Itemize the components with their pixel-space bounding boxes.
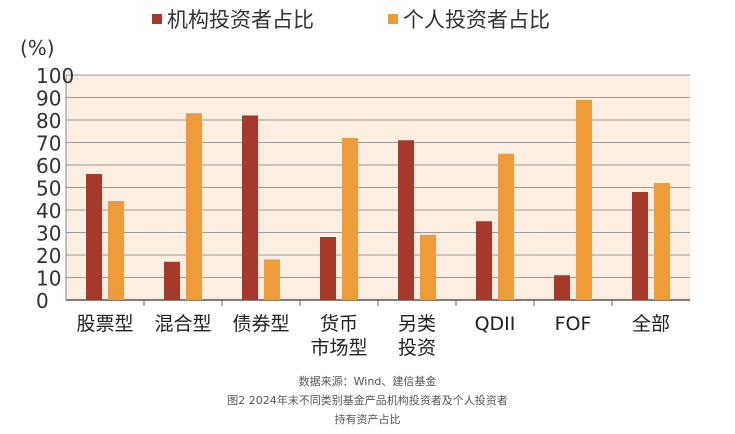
bar-individual bbox=[186, 113, 202, 300]
y-tick-label: 20 bbox=[36, 244, 61, 268]
x-tick-label: QDII bbox=[475, 313, 516, 335]
legend-swatch bbox=[152, 14, 162, 24]
y-tick-label: 100 bbox=[36, 64, 74, 88]
x-tick-label: 全部 bbox=[632, 313, 670, 335]
bars bbox=[86, 99, 670, 300]
y-tick-label: 80 bbox=[36, 109, 61, 133]
x-tick-label: 股票型 bbox=[76, 313, 133, 335]
bar-institutional bbox=[476, 221, 492, 300]
legend-label: 机构投资者占比 bbox=[167, 8, 314, 32]
x-tick-label: FOF bbox=[555, 313, 592, 335]
grid bbox=[65, 74, 690, 301]
source-note: 数据来源：Wind、建信基金 bbox=[298, 375, 437, 388]
bar-individual bbox=[498, 153, 514, 300]
bar-individual bbox=[420, 234, 436, 300]
bar-individual bbox=[264, 259, 280, 300]
figure-title: 图2 2024年末不同类别基金产品机构投资者及个人投资者 bbox=[227, 394, 508, 407]
legend-label: 个人投资者占比 bbox=[403, 8, 550, 32]
y-tick-label: 60 bbox=[36, 154, 61, 178]
x-tick-label: 另类 bbox=[398, 313, 436, 335]
y-tick-label: 70 bbox=[36, 132, 61, 156]
bar-institutional bbox=[86, 174, 102, 300]
x-tick-label: 市场型 bbox=[310, 337, 367, 359]
y-tick-label: 10 bbox=[36, 267, 61, 291]
bar-institutional bbox=[242, 115, 258, 300]
legend-swatch bbox=[388, 14, 398, 24]
bar-institutional bbox=[320, 237, 336, 300]
y-axis-label: (%) bbox=[20, 36, 55, 60]
figure-title-continued: 持有资产占比 bbox=[334, 413, 401, 426]
y-tick-label: 30 bbox=[36, 222, 61, 246]
legend: 机构投资者占比 个人投资者占比 bbox=[152, 8, 550, 32]
y-tick-label: 90 bbox=[36, 87, 61, 111]
x-tick-label: 投资 bbox=[398, 337, 436, 359]
bar-individual bbox=[576, 99, 592, 300]
bar-individual bbox=[342, 138, 358, 300]
y-tick-label: 40 bbox=[36, 199, 61, 223]
bar-individual bbox=[108, 201, 124, 300]
bar-institutional bbox=[554, 275, 570, 300]
x-tick-label: 混合型 bbox=[154, 313, 211, 335]
bar-institutional bbox=[632, 192, 648, 300]
bar-individual bbox=[654, 183, 670, 300]
y-tick-label: 0 bbox=[36, 289, 49, 313]
bar-institutional bbox=[398, 140, 414, 300]
bar-institutional bbox=[164, 261, 180, 300]
x-tick-label: 货币 bbox=[320, 313, 358, 335]
y-tick-label: 50 bbox=[36, 177, 61, 201]
x-tick-label: 债券型 bbox=[232, 313, 289, 335]
